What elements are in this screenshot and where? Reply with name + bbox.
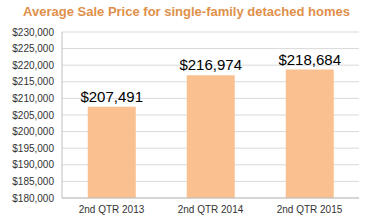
svg-text:$205,000: $205,000 [12, 110, 54, 121]
svg-text:2nd QTR 2014: 2nd QTR 2014 [178, 204, 244, 215]
svg-text:$230,000: $230,000 [12, 27, 54, 38]
svg-text:$218,684: $218,684 [278, 51, 341, 68]
svg-text:2nd QTR 2013: 2nd QTR 2013 [79, 204, 145, 215]
svg-text:$207,491: $207,491 [80, 88, 143, 105]
svg-text:$185,000: $185,000 [12, 176, 54, 187]
svg-text:$190,000: $190,000 [12, 159, 54, 170]
svg-text:$216,974: $216,974 [179, 56, 242, 73]
svg-text:$195,000: $195,000 [12, 143, 54, 154]
svg-text:$210,000: $210,000 [12, 93, 54, 104]
svg-text:$220,000: $220,000 [12, 60, 54, 71]
html-text:Average Sale Price for single-: Average Sale Price for single-family det… [23, 4, 350, 19]
svg-text:2nd QTR 2015: 2nd QTR 2015 [277, 204, 343, 215]
svg-text:$180,000: $180,000 [12, 193, 54, 204]
svg-text:$225,000: $225,000 [12, 43, 54, 54]
svg-text:$200,000: $200,000 [12, 126, 54, 137]
svg-text:$215,000: $215,000 [12, 76, 54, 87]
